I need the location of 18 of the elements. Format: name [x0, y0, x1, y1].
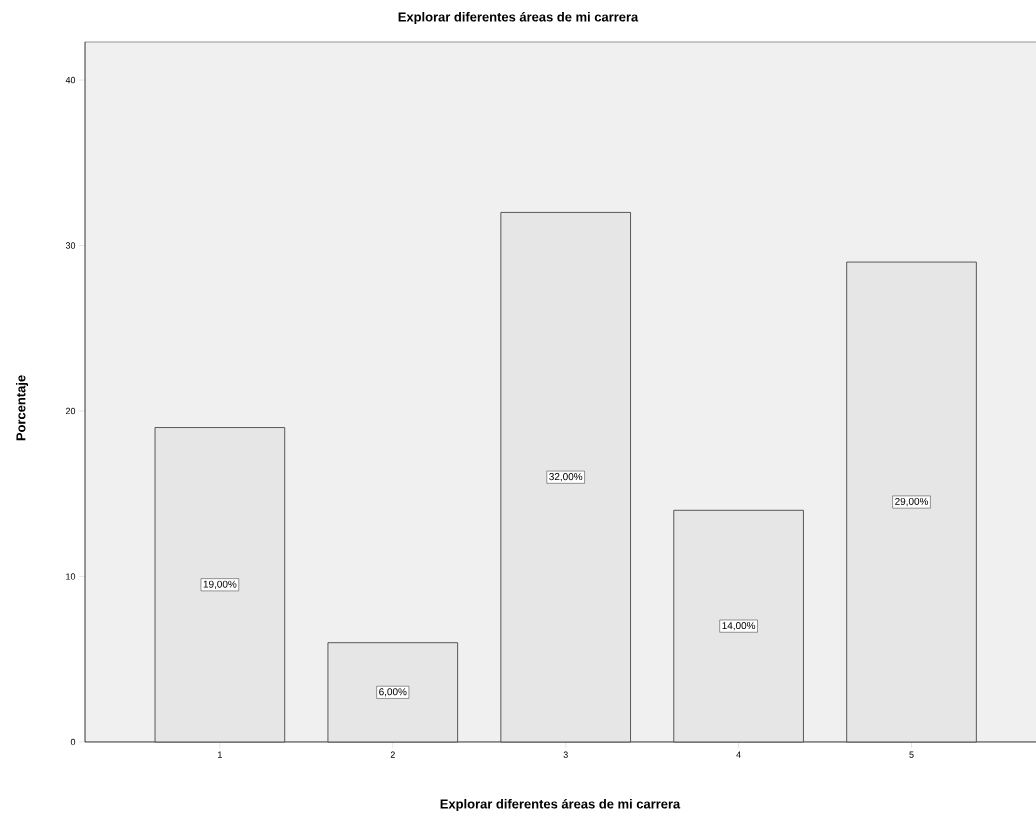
x-tick-label: 2: [390, 751, 395, 758]
data-label: 6,00%: [379, 688, 407, 697]
y-tick-label: 40: [65, 76, 76, 84]
x-axis-title: Explorar diferentes áreas de mi carrera: [440, 798, 681, 812]
y-tick-label: 20: [65, 407, 76, 415]
y-tick-label: 0: [70, 738, 76, 746]
y-tick-label: 30: [65, 242, 76, 249]
y-tick-label: 10: [66, 573, 76, 580]
x-tick-label: 1: [218, 751, 222, 758]
chart-title: Explorar diferentes áreas de mi carrera: [398, 11, 639, 25]
x-tick-label: 5: [909, 751, 914, 758]
y-axis-title: Porcentaje: [15, 375, 29, 441]
data-label: 19,00%: [203, 580, 237, 589]
x-tick-label: 3: [563, 751, 568, 758]
x-tick-label: 4: [736, 751, 741, 758]
data-label: 14,00%: [722, 622, 756, 631]
data-label: 32,00%: [549, 473, 583, 482]
data-label: 29,00%: [895, 497, 929, 507]
